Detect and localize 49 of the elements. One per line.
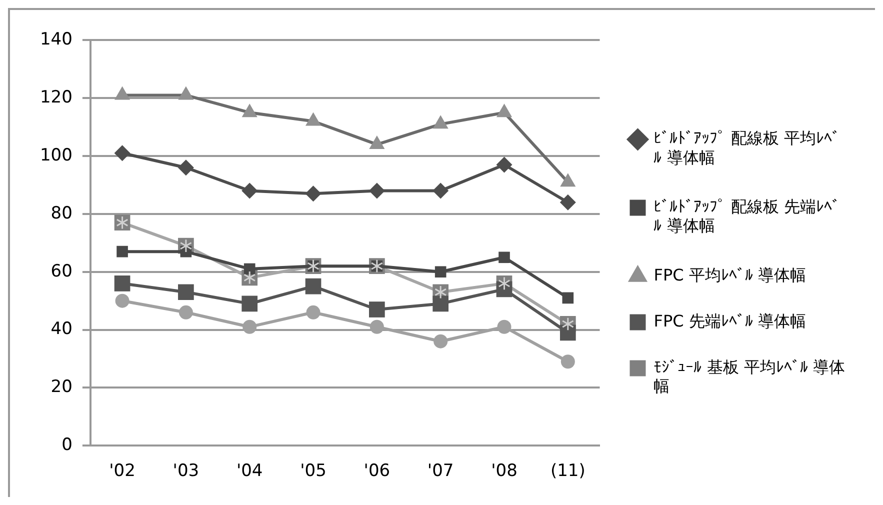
point xyxy=(242,296,258,312)
point xyxy=(434,266,446,278)
y-tick-label: 120 xyxy=(40,88,72,108)
x-tick-label: '04 xyxy=(236,461,263,482)
point xyxy=(560,324,576,341)
legend-label: ﾋﾞﾙﾄﾞｱｯﾌﾟ 配線板 平均ﾚﾍﾞﾙ 導体幅 xyxy=(654,128,840,167)
point xyxy=(115,294,130,308)
y-tick-label: 100 xyxy=(40,145,72,166)
point xyxy=(116,246,128,258)
point xyxy=(370,320,384,334)
point xyxy=(496,156,512,173)
point xyxy=(178,160,194,176)
point xyxy=(242,320,257,334)
y-tick-label: 60 xyxy=(50,261,72,282)
y-tick-label: 0 xyxy=(62,435,72,456)
point xyxy=(305,186,322,202)
point xyxy=(562,292,574,304)
x-tick-label: '07 xyxy=(427,461,454,482)
point xyxy=(114,276,130,292)
point xyxy=(306,305,320,320)
point xyxy=(305,278,322,294)
point xyxy=(368,182,385,199)
y-tick-label: 140 xyxy=(40,30,72,50)
point xyxy=(114,145,130,162)
point xyxy=(560,194,576,210)
y-tick-label: 20 xyxy=(50,377,72,398)
legend-label: ﾓｼﾞｭｰﾙ 基板 平均ﾚﾍﾞﾙ 導体幅 xyxy=(654,357,846,396)
legend-label: FPC 平均ﾚﾍﾞﾙ 導体幅 xyxy=(654,265,806,284)
x-tick-label: '03 xyxy=(172,461,200,482)
point xyxy=(560,354,575,369)
point xyxy=(244,263,256,275)
point xyxy=(498,252,510,264)
point xyxy=(369,302,385,318)
y-tick-label: 40 xyxy=(50,319,72,340)
legend-label: FPC 先端ﾚﾍﾞﾙ 導体幅 xyxy=(654,311,806,330)
point xyxy=(178,284,194,300)
x-tick-label: '05 xyxy=(300,461,326,482)
point xyxy=(497,320,512,334)
point xyxy=(432,182,449,199)
legend-label: ﾋﾞﾙﾄﾞｱｯﾌﾟ 配線板 先端ﾚﾍﾞﾙ 導体幅 xyxy=(654,196,840,236)
x-tick-label: (11) xyxy=(550,461,586,482)
point xyxy=(434,334,448,348)
y-tick-label: 80 xyxy=(50,203,72,224)
point xyxy=(242,182,258,199)
x-tick-label: '08 xyxy=(491,461,518,482)
x-tick-label: '06 xyxy=(364,461,390,482)
x-tick-label: '02 xyxy=(109,461,136,482)
point xyxy=(178,305,193,320)
point xyxy=(432,296,449,312)
